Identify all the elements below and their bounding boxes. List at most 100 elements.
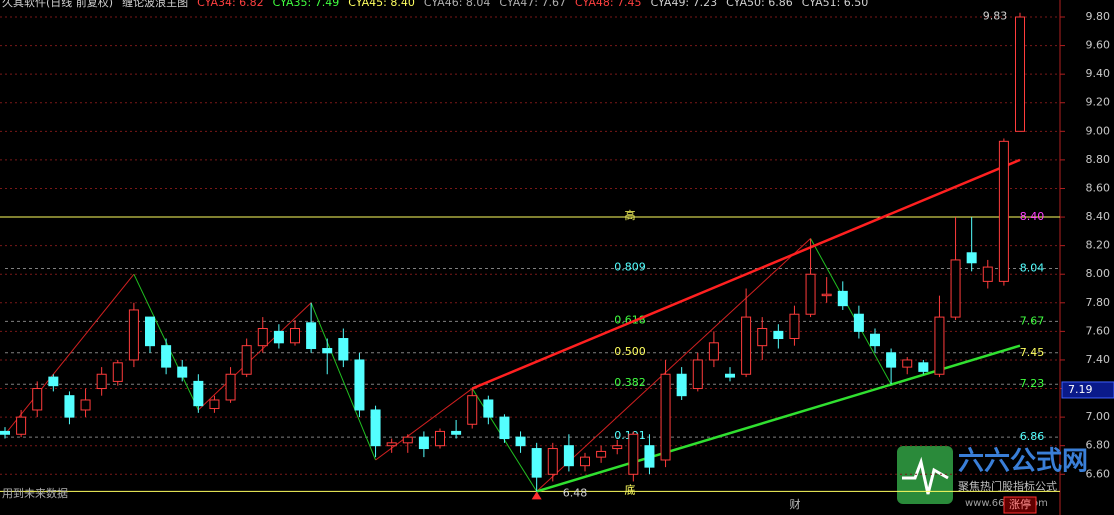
candle-body xyxy=(338,338,349,361)
header-item: CYA48: 7.45 xyxy=(575,0,642,9)
level-ratio: 0.618 xyxy=(614,313,646,326)
y-tick-label: 7.80 xyxy=(1086,296,1111,309)
candle-body xyxy=(757,328,768,347)
candle-body xyxy=(805,273,816,315)
header-item: 缠论波浪主图 xyxy=(122,0,188,9)
candle-body xyxy=(322,348,333,354)
current-price-box xyxy=(1061,381,1114,399)
current-price: 7.19 xyxy=(1068,383,1093,396)
header-item: CYA34: 6.82 xyxy=(197,0,264,9)
candle-body xyxy=(853,313,864,332)
zigzag-segment xyxy=(4,273,135,435)
trendline xyxy=(471,158,1021,390)
header-item: CYA45: 8.40 xyxy=(348,0,415,9)
candle-body xyxy=(225,373,236,401)
level-ratio: 底 xyxy=(625,482,636,496)
low-label: 6.48 xyxy=(563,486,588,499)
candle-body xyxy=(547,448,558,475)
header-item: CYA46: 8.04 xyxy=(424,0,491,9)
y-tick-label: 8.80 xyxy=(1086,153,1111,166)
candle-body xyxy=(821,293,832,297)
level-value: 6.86 xyxy=(1020,430,1045,443)
candle-body xyxy=(934,316,945,375)
high-label: 9.83 xyxy=(983,10,1008,23)
candle-body xyxy=(32,388,43,411)
header-item: CYA35: 7.49 xyxy=(273,0,340,9)
candle-body xyxy=(145,316,155,347)
candle-body xyxy=(241,345,252,375)
zigzag-segment xyxy=(310,302,377,461)
candle-body xyxy=(16,416,27,435)
y-tick-label: 9.40 xyxy=(1086,67,1111,80)
candle-body xyxy=(193,380,204,407)
candle-body xyxy=(370,409,381,447)
candle-body xyxy=(870,333,880,347)
candle-body xyxy=(161,345,172,368)
y-tick-label: 6.60 xyxy=(1086,467,1111,480)
level-value: 7.23 xyxy=(1020,377,1045,390)
candle-body xyxy=(451,430,462,435)
logo-pulse xyxy=(902,456,949,495)
candle-body xyxy=(499,416,510,440)
level-ratio: 高 xyxy=(625,208,636,222)
candle-body xyxy=(580,456,590,467)
candle-body xyxy=(628,433,639,475)
header-item: CYA47: 7.67 xyxy=(499,0,566,9)
y-tick-label: 7.40 xyxy=(1086,353,1111,366)
candle-body xyxy=(483,399,494,418)
candle-body xyxy=(725,373,735,378)
candle-body xyxy=(48,376,59,387)
candle-body xyxy=(306,322,317,350)
candle-body xyxy=(80,399,91,411)
candle-body xyxy=(950,259,961,318)
header-item: CYA51: 6.50 xyxy=(802,0,869,9)
candle-body xyxy=(660,373,671,461)
candle-body xyxy=(112,362,123,382)
low-marker xyxy=(531,491,542,500)
y-tick-label: 8.00 xyxy=(1086,267,1111,280)
candle-body xyxy=(531,448,542,478)
candle-body xyxy=(837,290,848,307)
level-value: 7.45 xyxy=(1020,346,1045,359)
y-tick-label: 8.20 xyxy=(1086,239,1111,252)
level-ratio: 0.809 xyxy=(614,261,646,274)
candle-body xyxy=(402,436,413,444)
candle-body xyxy=(998,140,1009,282)
candle-body xyxy=(354,359,365,411)
candle-body xyxy=(64,395,75,418)
candle-body xyxy=(96,373,107,390)
y-tick-label: 9.80 xyxy=(1086,10,1111,23)
candle-body xyxy=(273,330,284,344)
y-tick-label: 8.40 xyxy=(1086,210,1111,223)
candle-body xyxy=(886,352,897,368)
candle-body xyxy=(209,399,220,410)
header-item: CYA49: 7.23 xyxy=(651,0,718,9)
candle-body xyxy=(982,266,993,282)
candle-body xyxy=(966,252,977,264)
note-cai: 财 xyxy=(790,497,801,511)
candle-body xyxy=(692,359,703,390)
y-tick-label: 9.20 xyxy=(1086,96,1111,109)
y-tick-label: 7.00 xyxy=(1086,410,1111,423)
candle-body xyxy=(0,430,10,435)
candle-body xyxy=(290,328,300,344)
candle-body xyxy=(1015,16,1025,132)
y-tick-label: 7.60 xyxy=(1086,324,1111,337)
candle-body xyxy=(596,450,607,458)
header-item: 久其软件(日线 前复权) xyxy=(2,0,113,9)
candle-body xyxy=(676,373,687,397)
candle-body xyxy=(257,328,268,347)
y-tick-label: 9.00 xyxy=(1086,124,1111,137)
candle-body xyxy=(418,436,429,450)
header-item: CYA50: 6.86 xyxy=(726,0,793,9)
level-ratio: 0.382 xyxy=(614,376,646,389)
level-value: 8.04 xyxy=(1020,262,1045,275)
candle-body xyxy=(741,316,752,375)
candle-body xyxy=(902,359,913,368)
candle-body xyxy=(177,366,188,378)
candle-body xyxy=(467,395,478,425)
note-zt: 涨停 xyxy=(1009,497,1031,511)
candle-body xyxy=(128,309,139,361)
